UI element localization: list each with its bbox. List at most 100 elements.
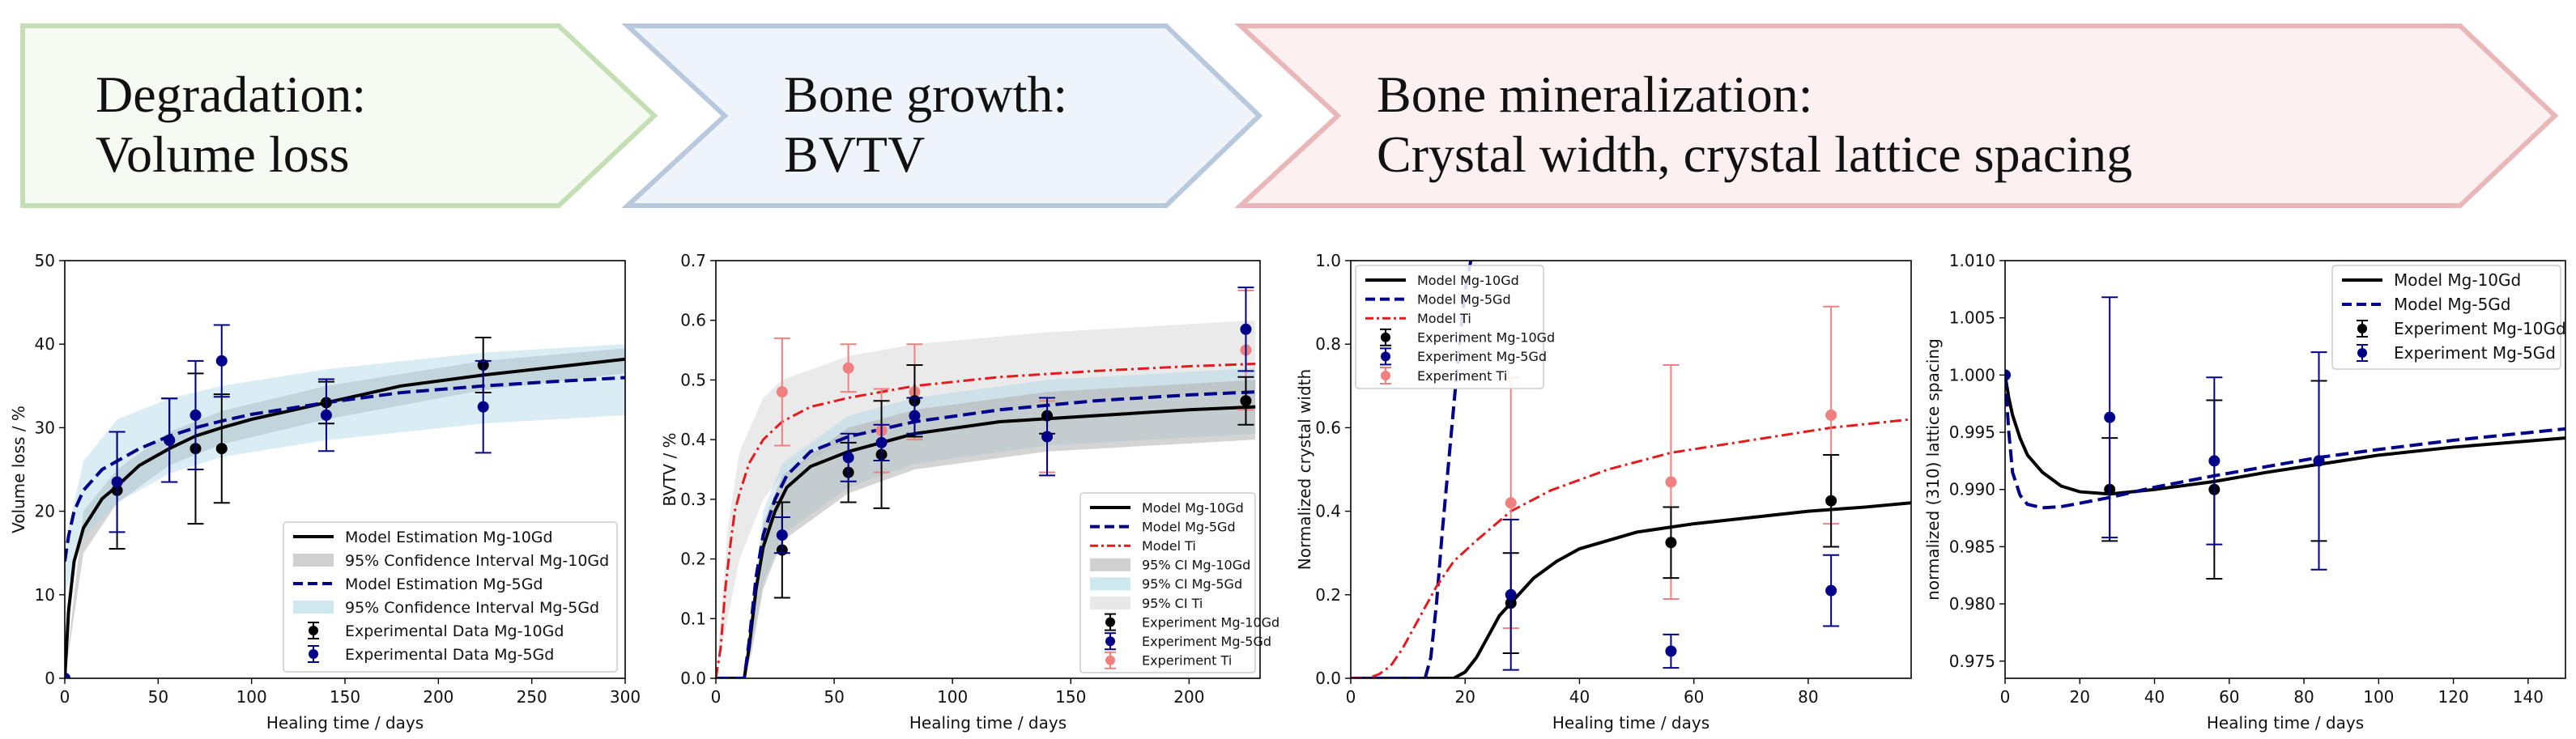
legend-label: Model Mg-5Gd xyxy=(1142,519,1236,534)
legend-label: Experiment Mg-10Gd xyxy=(2394,319,2566,338)
marker xyxy=(875,436,888,448)
y-tick-label: 20 xyxy=(35,502,55,521)
data-point-ti xyxy=(773,337,790,447)
data-point-mg-5gd xyxy=(475,359,492,454)
data-point-mg-10gd xyxy=(1823,453,1840,548)
y-tick-label: 0.4 xyxy=(680,430,706,449)
x-axis-label: Healing time / days xyxy=(2207,713,2364,733)
x-axis-label: Healing time / days xyxy=(1552,713,1710,733)
legend-label: Model Ti xyxy=(1142,538,1196,554)
legend-label: Experimental Data Mg-5Gd xyxy=(345,646,554,664)
legend-label: Experiment Mg-10Gd xyxy=(1142,614,1279,630)
data-point-ti xyxy=(840,343,857,393)
y-tick-label: 0 xyxy=(45,669,55,688)
legend-entry: Model Ti xyxy=(1090,538,1196,554)
x-tick-label: 200 xyxy=(1173,687,1204,707)
marker xyxy=(1665,537,1677,549)
legend-label: Model Mg-5Gd xyxy=(1417,291,1511,307)
legend-entry: Model Mg-10Gd xyxy=(2342,270,2521,290)
marker xyxy=(1825,584,1837,597)
x-tick-label: 20 xyxy=(2070,687,2090,707)
banner-bone-mineralization-line1: Bone mineralization: xyxy=(1377,66,1813,123)
y-tick-label: 40 xyxy=(35,334,55,354)
data-point-mg-5gd xyxy=(840,432,857,482)
legend-box xyxy=(1079,492,1256,673)
marker xyxy=(776,386,788,398)
legend-marker xyxy=(1381,371,1390,380)
data-point-mg-5gd xyxy=(2101,296,2118,539)
model-line-mg-10gd xyxy=(2005,375,2565,496)
y-tick-label: 0.980 xyxy=(1949,594,1995,614)
y-tick-label: 0.6 xyxy=(1315,418,1341,437)
x-tick-label: 150 xyxy=(1055,687,1086,707)
legend-entry: Model Ti xyxy=(1365,311,1471,326)
legend-entry: Experiment Mg-5Gd xyxy=(1105,632,1271,651)
marker xyxy=(2005,369,2011,381)
marker xyxy=(2208,455,2220,467)
data-point-mg-5gd xyxy=(1502,518,1519,671)
y-tick-label: 0.4 xyxy=(1315,502,1341,521)
marker xyxy=(2313,455,2325,467)
y-tick-label: 1.0 xyxy=(1315,251,1341,270)
plot-area xyxy=(2005,296,2565,580)
legend-label: Experimental Data Mg-10Gd xyxy=(345,622,564,640)
y-axis-label: BVTV / % xyxy=(660,432,679,506)
marker xyxy=(320,409,332,421)
y-tick-label: 1.000 xyxy=(1949,365,1995,384)
marker xyxy=(1665,645,1677,657)
y-tick-label: 0.975 xyxy=(1949,652,1995,671)
data-point-mg-5gd xyxy=(187,359,204,470)
legend-marker xyxy=(2357,324,2367,333)
marker xyxy=(776,529,788,542)
legend-marker xyxy=(1381,351,1390,362)
banner-bone-mineralization-line2: Crystal width, crystal lattice spacing xyxy=(1377,125,2132,183)
legend-label: Model Estimation Mg-5Gd xyxy=(345,575,543,593)
legend-entry: Experiment Mg-10Gd xyxy=(1105,613,1279,631)
y-tick-label: 0.3 xyxy=(680,490,706,509)
y-tick-label: 1.010 xyxy=(1949,251,1995,270)
data-point-mg-10gd xyxy=(1237,376,1254,426)
legend-marker xyxy=(1105,636,1115,647)
x-tick-label: 80 xyxy=(1798,687,1818,707)
chart-panel-2: 0 50 100 150 200 0.0 0.1 0.2 0.3 0.4 0.5 0.6 0.7 Heal… xyxy=(660,251,1279,733)
legend-marker xyxy=(1381,332,1390,342)
legend-label: 95% CI Mg-10Gd xyxy=(1142,558,1250,573)
legend-box xyxy=(283,521,618,673)
legend-marker xyxy=(1105,617,1115,627)
legend-entry: Model Mg-10Gd xyxy=(1090,500,1244,516)
data-point-mg-5gd xyxy=(213,324,230,398)
legend-entry: Experiment Mg-10Gd xyxy=(1380,328,1555,346)
data-point-mg-5gd xyxy=(65,673,70,678)
plot-area xyxy=(65,324,625,678)
data-point-mg-5gd xyxy=(2005,369,2011,381)
legend-entry: Model Mg-5Gd xyxy=(2342,295,2511,314)
x-tick-label: 250 xyxy=(517,687,547,707)
legend-label: 95% Confidence Interval Mg-10Gd xyxy=(345,552,609,570)
legend-label: Experiment Ti xyxy=(1417,368,1507,384)
y-tick-label: 0.2 xyxy=(680,550,706,569)
x-tick-label: 0 xyxy=(711,687,722,707)
y-axis-label: Normalized crystal width xyxy=(1295,369,1314,570)
x-axis-label: Healing time / days xyxy=(266,713,424,733)
data-point-mg-5gd xyxy=(1237,287,1254,372)
data-point-mg-5gd xyxy=(2206,376,2223,546)
legend-marker xyxy=(309,649,318,659)
banner-degradation: Degradation: Volume loss xyxy=(20,23,658,208)
marker xyxy=(909,410,921,422)
legend-label: 95% CI Ti xyxy=(1142,596,1203,611)
marker xyxy=(215,355,228,367)
banner-bone-mineralization: Bone mineralization: Crystal width, crys… xyxy=(1234,23,2559,208)
legend-box xyxy=(2331,265,2561,370)
marker xyxy=(111,476,123,488)
x-tick-label: 40 xyxy=(2144,687,2165,707)
y-tick-label: 0.990 xyxy=(1949,480,1995,499)
y-axis-label: Volume loss / % xyxy=(9,406,28,533)
legend-swatch xyxy=(1090,597,1130,609)
model-line-mg-10gd xyxy=(65,357,625,678)
marker xyxy=(215,443,228,455)
legend-entry: 95% CI Ti xyxy=(1090,596,1203,611)
marker xyxy=(2104,411,2116,423)
x-tick-label: 120 xyxy=(2438,687,2469,707)
x-axis-label: Healing time / days xyxy=(909,713,1067,733)
y-tick-label: 0.2 xyxy=(1315,585,1341,605)
